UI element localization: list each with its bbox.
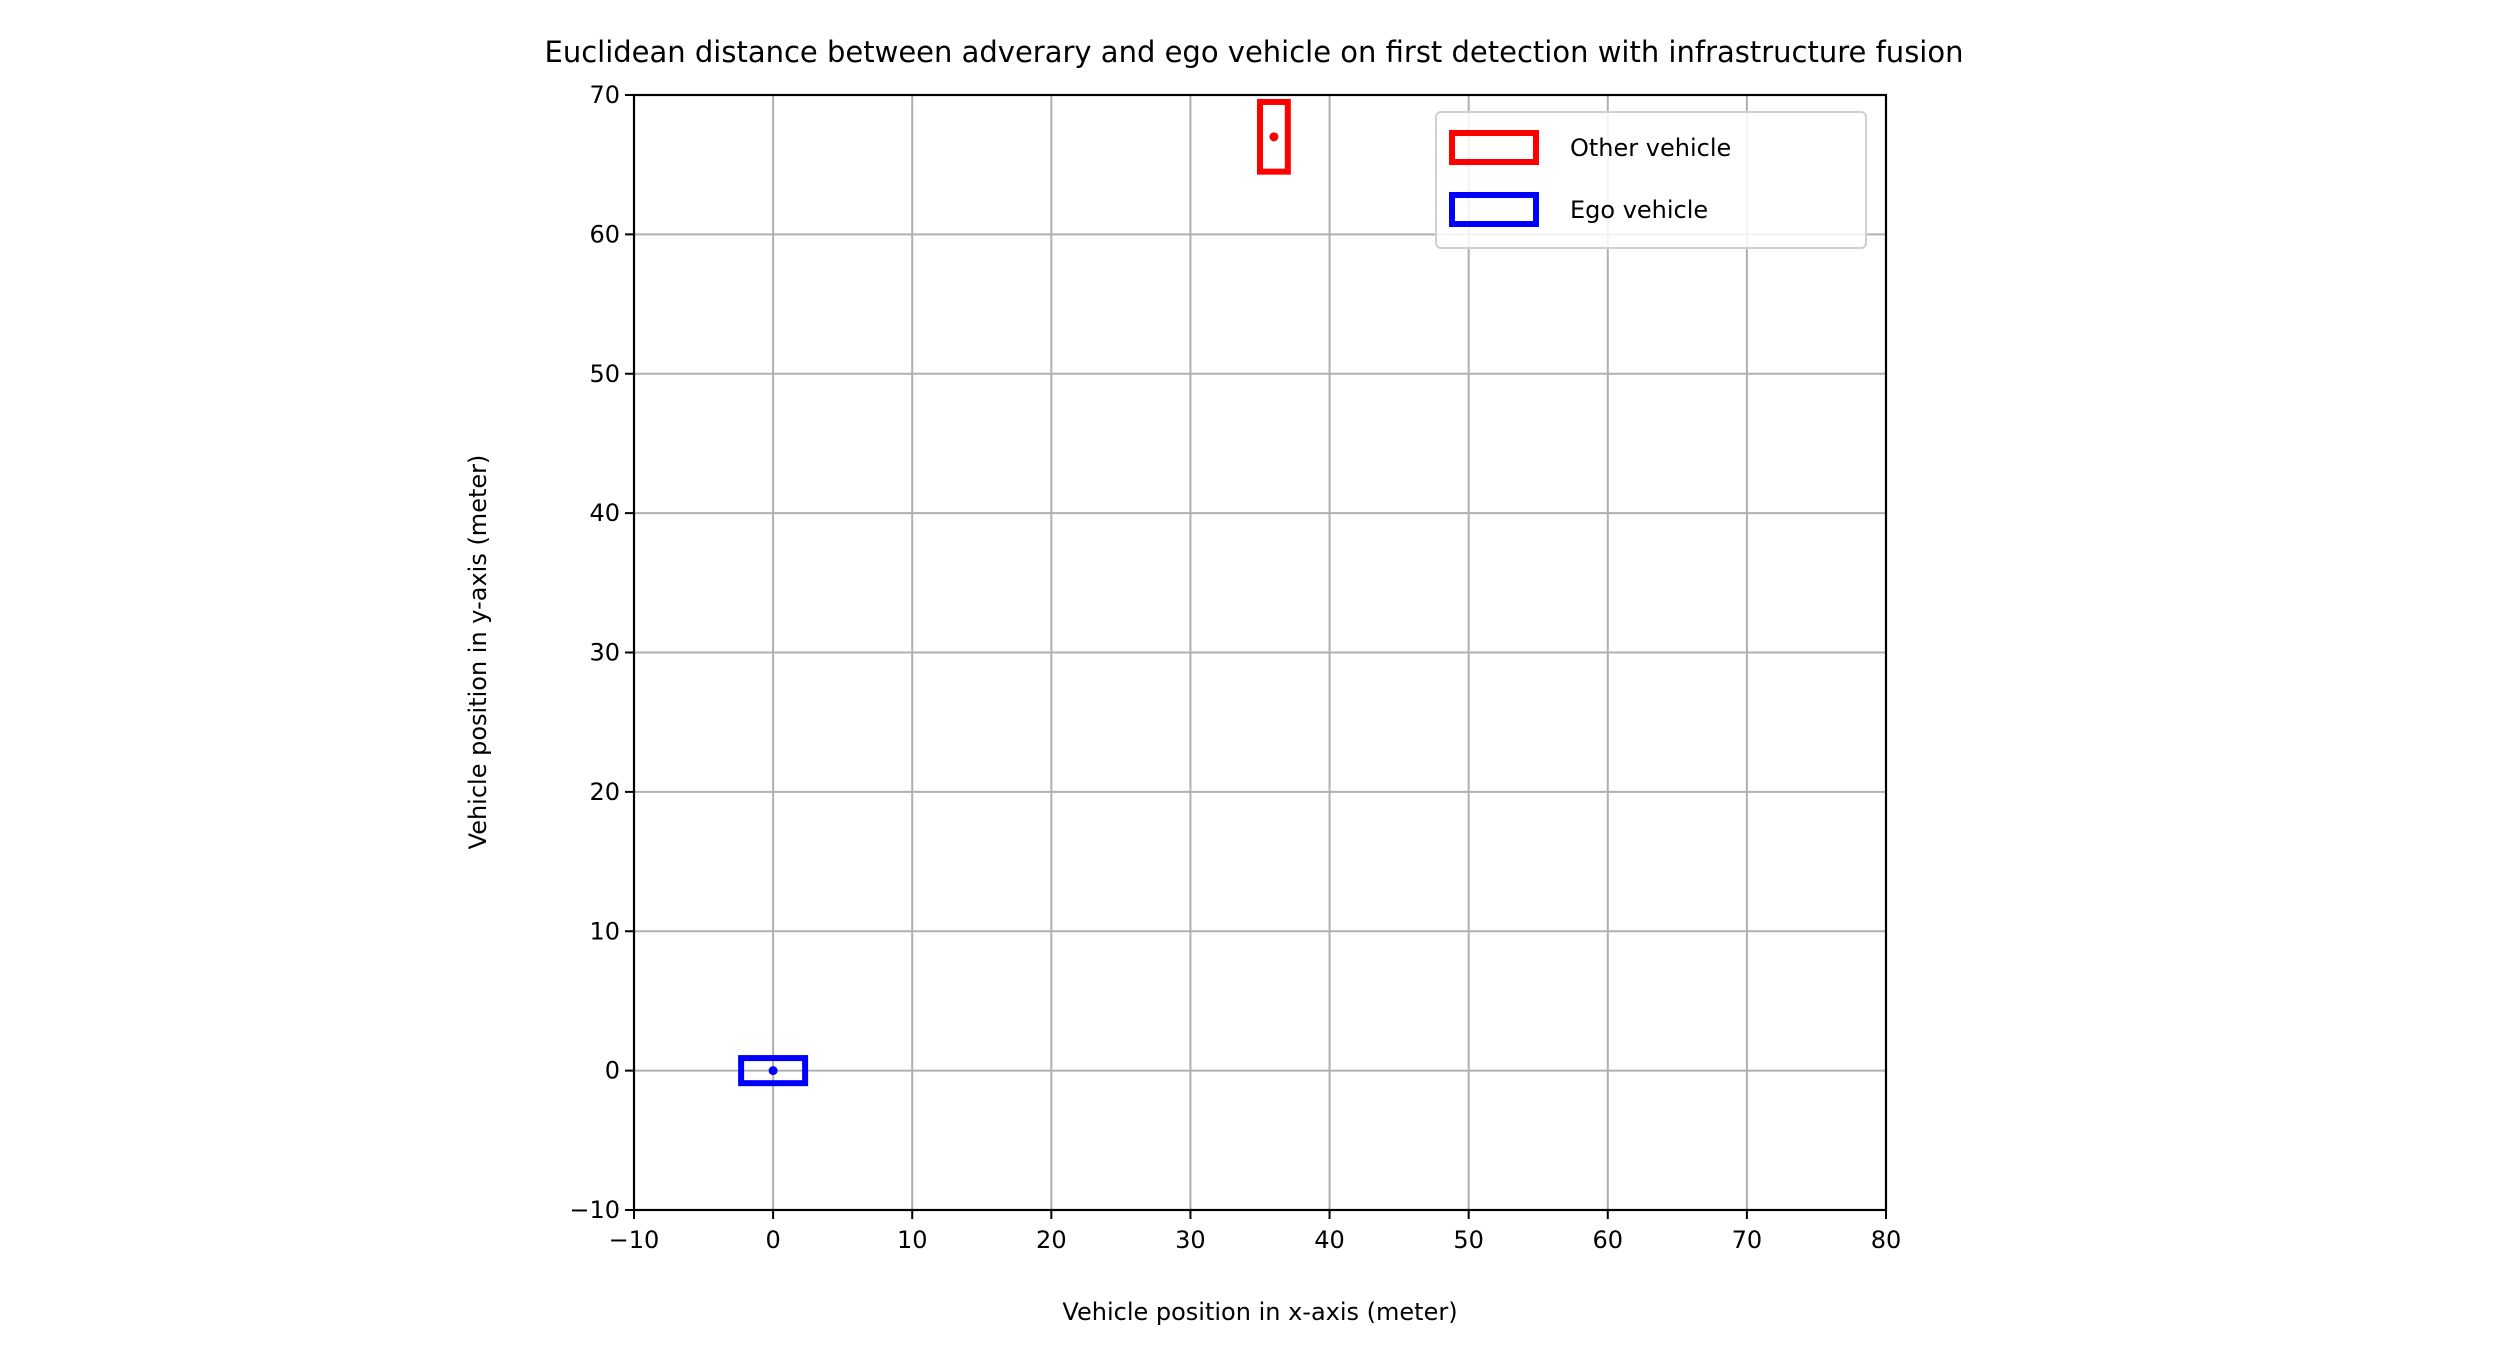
y-tick-label: 0	[605, 1057, 620, 1085]
x-tick-label: 60	[1593, 1226, 1624, 1254]
y-tick-label: 50	[589, 360, 620, 388]
y-tick-label: 20	[589, 778, 620, 806]
y-tick-label: 70	[589, 81, 620, 109]
x-tick-label: 0	[765, 1226, 780, 1254]
x-tick-label: 70	[1732, 1226, 1763, 1254]
x-tick-label: 80	[1871, 1226, 1902, 1254]
x-axis-label: Vehicle position in x-axis (meter)	[1062, 1298, 1457, 1326]
y-tick-label: 10	[589, 917, 620, 945]
legend-label: Other vehicle	[1570, 134, 1731, 162]
legend-swatch	[1449, 192, 1539, 227]
legend-swatch	[1449, 130, 1539, 165]
chart-title: Euclidean distance between adverary and …	[545, 35, 1964, 69]
grid-layer	[633, 94, 1887, 1211]
y-tick-label: −10	[569, 1196, 620, 1224]
axis-ticks: −10 0 10 20 30 40 50 60 70 80 −10 0 10 20 30 40 50 60 70	[569, 81, 1901, 1254]
other-vehicle-center-point	[1269, 132, 1279, 142]
data-marks	[738, 98, 1291, 1087]
y-tick-label: 30	[589, 639, 620, 667]
other-vehicle-box	[1257, 98, 1291, 175]
legend-box	[1435, 111, 1867, 249]
legend: Other vehicle Ego vehicle	[1435, 111, 1867, 249]
y-tick-label: 40	[589, 499, 620, 527]
ego-vehicle-box	[738, 1055, 809, 1087]
x-tick-label: 40	[1314, 1226, 1345, 1254]
x-tick-label: 50	[1453, 1226, 1484, 1254]
x-tick-label: 30	[1175, 1226, 1206, 1254]
x-tick-label: 10	[897, 1226, 928, 1254]
ego-vehicle-center-point	[768, 1066, 778, 1076]
legend-label: Ego vehicle	[1570, 196, 1708, 224]
x-tick-label: −10	[609, 1226, 660, 1254]
y-tick-label: 60	[589, 220, 620, 248]
x-tick-label: 20	[1036, 1226, 1067, 1254]
y-axis-label: Vehicle position in y-axis (meter)	[464, 455, 492, 850]
